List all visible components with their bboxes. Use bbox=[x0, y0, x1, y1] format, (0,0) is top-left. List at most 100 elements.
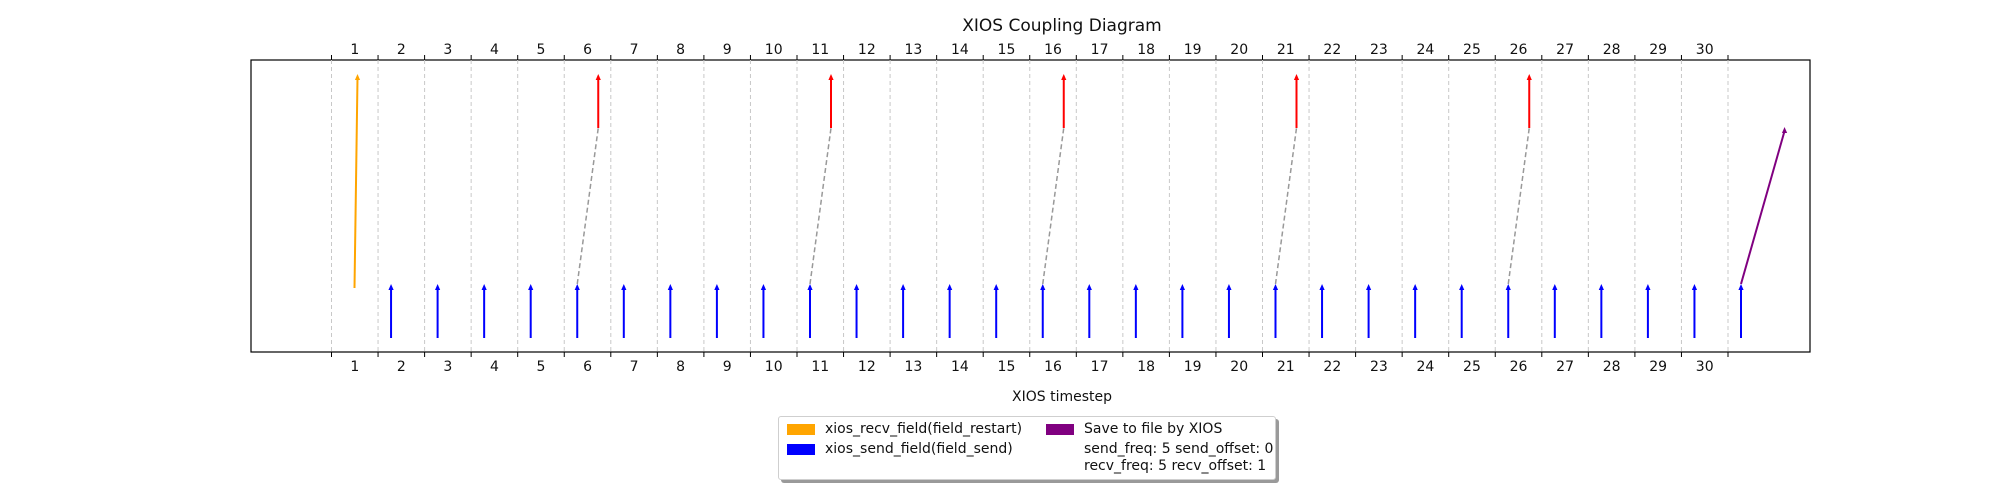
x-tick-label-top: 16 bbox=[1044, 42, 1062, 58]
x-tick-label-top: 10 bbox=[765, 42, 783, 58]
x-tick-label-top: 30 bbox=[1696, 42, 1714, 58]
legend-item-send: xios_send_field(field_send) bbox=[787, 441, 1013, 457]
recv-arrow-head bbox=[1061, 74, 1067, 80]
legend-swatch bbox=[787, 423, 815, 435]
legend-swatch bbox=[1046, 423, 1074, 435]
x-tick-label-bottom: 1 bbox=[350, 359, 359, 375]
x-tick-label-bottom: 16 bbox=[1044, 359, 1062, 375]
legend-note-recv: recv_freq: 5 recv_offset: 1 bbox=[1084, 458, 1267, 474]
send-arrow-head bbox=[528, 284, 534, 290]
send-arrow-head bbox=[574, 284, 580, 290]
plot-frame bbox=[250, 59, 1811, 353]
x-tick-label-top: 8 bbox=[676, 42, 685, 58]
x-tick-label-top: 18 bbox=[1137, 42, 1155, 58]
send-arrow-head bbox=[1412, 284, 1418, 290]
x-tick-label-top: 27 bbox=[1556, 42, 1574, 58]
tick-marks: 1122334455667788991010111112121313141415… bbox=[331, 42, 1729, 375]
send-arrow-head bbox=[1552, 284, 1558, 290]
send-arrow-head bbox=[435, 284, 441, 290]
x-tick-label-top: 2 bbox=[397, 42, 406, 58]
x-tick-label-bottom: 17 bbox=[1091, 359, 1109, 375]
x-tick-label-top: 22 bbox=[1323, 42, 1341, 58]
x-tick-label-top: 7 bbox=[630, 42, 639, 58]
x-tick-label-bottom: 9 bbox=[723, 359, 732, 375]
x-tick-label-bottom: 23 bbox=[1370, 359, 1388, 375]
coupling-link bbox=[1274, 127, 1298, 285]
send-arrow-head bbox=[1226, 284, 1232, 290]
save-arrow-head bbox=[1781, 127, 1788, 133]
send-arrow-head bbox=[993, 284, 999, 290]
x-tick-label-top: 15 bbox=[998, 42, 1016, 58]
send-arrow-head bbox=[1272, 284, 1279, 290]
x-tick-label-bottom: 6 bbox=[583, 359, 592, 375]
restart-recv-arrow-head bbox=[354, 74, 361, 80]
x-tick-label-top: 6 bbox=[583, 42, 592, 58]
x-tick-label-bottom: 26 bbox=[1510, 359, 1528, 375]
recv-arrow-head bbox=[595, 74, 601, 80]
send-arrow-head bbox=[1505, 284, 1511, 290]
send-arrow-head bbox=[481, 284, 487, 290]
send-arrow-head bbox=[1086, 284, 1092, 290]
x-tick-label-bottom: 5 bbox=[537, 359, 546, 375]
send-arrow-head bbox=[1691, 284, 1698, 290]
x-tick-label-bottom: 13 bbox=[904, 359, 922, 375]
restart-recv-arrow bbox=[353, 77, 359, 289]
x-tick-label-bottom: 22 bbox=[1323, 359, 1341, 375]
send-arrow-head bbox=[1459, 284, 1465, 290]
recv-arrow-head bbox=[828, 74, 834, 80]
x-tick-label-top: 24 bbox=[1417, 42, 1435, 58]
x-tick-label-bottom: 28 bbox=[1603, 359, 1621, 375]
chart-marks bbox=[353, 74, 1788, 338]
send-arrow-head bbox=[900, 284, 906, 290]
send-arrow-head bbox=[1179, 284, 1185, 290]
recv-arrow-head bbox=[1526, 74, 1532, 80]
x-tick-label-top: 13 bbox=[904, 42, 922, 58]
x-tick-label-bottom: 14 bbox=[951, 359, 969, 375]
x-tick-label-bottom: 4 bbox=[490, 359, 499, 375]
x-tick-label-top: 26 bbox=[1510, 42, 1528, 58]
x-tick-label-bottom: 8 bbox=[676, 359, 685, 375]
legend-notes: send_freq: 5 send_offset: 0 recv_freq: 5… bbox=[1084, 441, 1273, 475]
x-tick-label-top: 3 bbox=[443, 42, 452, 58]
x-tick-label-top: 28 bbox=[1603, 42, 1621, 58]
send-arrow-head bbox=[760, 284, 767, 290]
x-tick-label-bottom: 21 bbox=[1277, 359, 1295, 375]
x-tick-label-bottom: 18 bbox=[1137, 359, 1155, 375]
coupling-link bbox=[1042, 127, 1065, 285]
x-tick-label-bottom: 20 bbox=[1230, 359, 1248, 375]
legend-label: xios_recv_field(field_restart) bbox=[825, 421, 1023, 437]
x-tick-label-top: 20 bbox=[1230, 42, 1248, 58]
x-tick-label-top: 9 bbox=[723, 42, 732, 58]
x-tick-label-bottom: 29 bbox=[1649, 359, 1667, 375]
send-arrow-head bbox=[947, 284, 953, 290]
x-tick-label-top: 1 bbox=[350, 42, 359, 58]
x-tick-label-top: 25 bbox=[1463, 42, 1481, 58]
legend: xios_recv_field(field_restart) xios_send… bbox=[778, 416, 1276, 480]
x-tick-label-bottom: 11 bbox=[811, 359, 829, 375]
send-arrow-head bbox=[1040, 284, 1046, 290]
x-tick-label-bottom: 19 bbox=[1184, 359, 1202, 375]
x-tick-label-bottom: 7 bbox=[630, 359, 639, 375]
x-tick-label-bottom: 10 bbox=[765, 359, 783, 375]
legend-swatch bbox=[787, 443, 815, 455]
legend-label: Save to file by XIOS bbox=[1084, 421, 1223, 437]
send-arrow-head bbox=[714, 284, 720, 290]
send-arrow-head bbox=[1598, 284, 1604, 290]
send-arrow-head bbox=[1366, 284, 1372, 290]
send-arrow-head bbox=[807, 284, 813, 290]
send-arrow-head bbox=[667, 284, 673, 290]
x-tick-label-top: 5 bbox=[537, 42, 546, 58]
coupling-link bbox=[576, 127, 599, 285]
x-tick-label-bottom: 24 bbox=[1417, 359, 1435, 375]
x-tick-label-top: 14 bbox=[951, 42, 969, 58]
send-arrow-head bbox=[388, 284, 394, 290]
x-tick-label-top: 11 bbox=[811, 42, 829, 58]
x-axis-label: XIOS timestep bbox=[1012, 389, 1112, 405]
send-arrow-head bbox=[1738, 284, 1744, 290]
x-tick-label-bottom: 3 bbox=[443, 359, 452, 375]
legend-note-send: send_freq: 5 send_offset: 0 bbox=[1084, 441, 1274, 457]
send-arrow-head bbox=[621, 284, 627, 290]
recv-arrow-head bbox=[1293, 74, 1300, 80]
x-tick-label-bottom: 2 bbox=[397, 359, 406, 375]
